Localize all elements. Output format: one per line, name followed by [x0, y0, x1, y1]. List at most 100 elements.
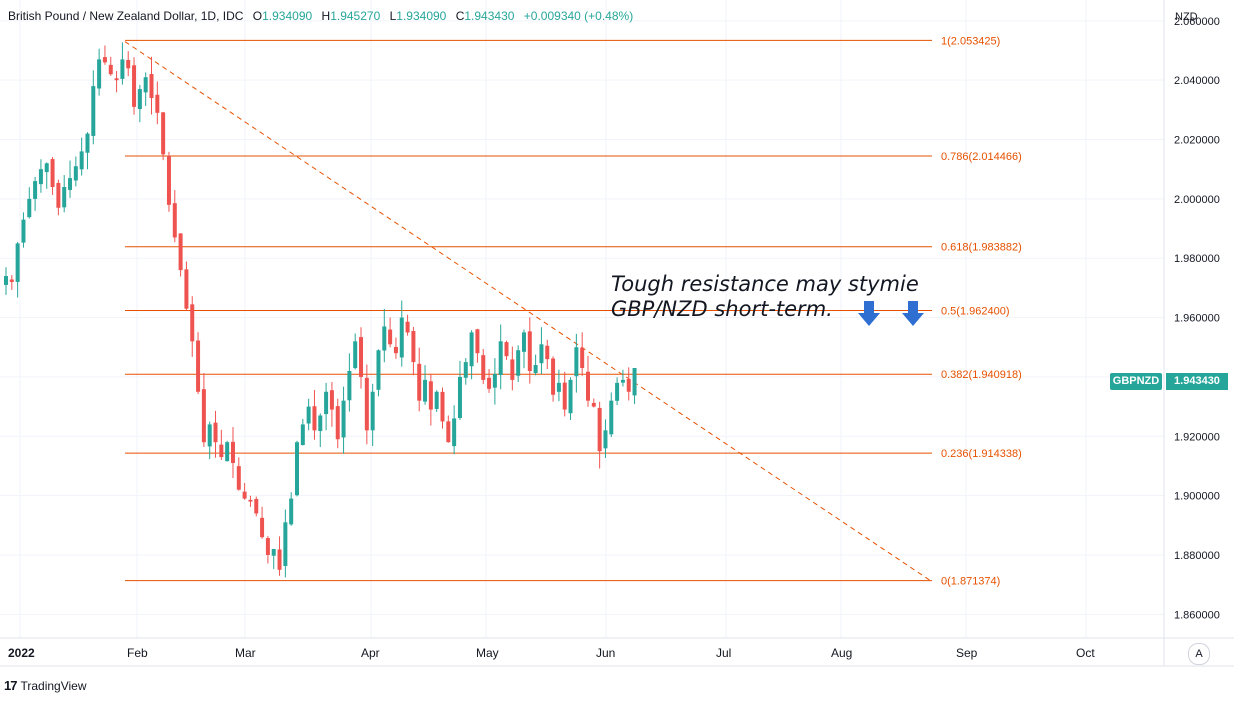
- arrow-down-icon: [902, 301, 924, 326]
- candle-body: [586, 371, 590, 401]
- candle-body: [56, 182, 61, 208]
- candle-body: [289, 498, 294, 525]
- candle-body: [452, 418, 457, 447]
- y-tick-label: 1.980000: [1174, 253, 1220, 265]
- x-tick-label: Mar: [235, 646, 256, 660]
- candle-body: [370, 391, 375, 431]
- fib-level-label: 0.236(1.914338): [941, 448, 1022, 460]
- candle-body: [9, 279, 14, 282]
- candle-body: [341, 400, 346, 438]
- candle-body: [312, 406, 317, 431]
- candle-body: [446, 421, 451, 443]
- candle-body: [562, 382, 567, 410]
- candle-body: [4, 276, 8, 285]
- candle-body: [38, 169, 43, 185]
- auto-scale-button[interactable]: A: [1188, 643, 1210, 665]
- x-tick-label: Jul: [716, 646, 731, 660]
- candle-body: [306, 406, 311, 424]
- candle-body: [318, 415, 323, 432]
- y-tick-label: 2.040000: [1174, 75, 1220, 87]
- candle-body: [120, 59, 125, 79]
- candle-body: [417, 363, 422, 401]
- candle-body: [143, 77, 148, 93]
- candle-body: [510, 359, 515, 380]
- fibonacci-retracement[interactable]: 1(2.053425) 0.786(2.014466) 0.618(1.983882…: [125, 35, 1022, 588]
- symbol-header: British Pound / New Zealand Dollar, 1D, …: [8, 9, 634, 23]
- candle-body: [79, 151, 84, 170]
- candle-body: [457, 376, 462, 418]
- candle-body: [347, 370, 352, 401]
- candle-body: [364, 377, 369, 431]
- chart-grid: [0, 0, 1164, 638]
- candle-body: [166, 155, 171, 205]
- fib-level-label: 0.786(2.014466): [941, 151, 1022, 163]
- high-value: 1.945270: [330, 9, 381, 23]
- candle-body: [521, 332, 526, 352]
- candle-body: [283, 522, 288, 566]
- candle-body: [114, 78, 119, 81]
- candle-body: [201, 389, 206, 443]
- candle-body: [626, 379, 631, 392]
- candle-body: [68, 178, 73, 190]
- candle-body: [155, 94, 160, 113]
- candle-body: [178, 233, 183, 271]
- close-value: 1.943430: [464, 9, 515, 23]
- y-tick-label: 1.860000: [1174, 609, 1220, 621]
- y-tick-label: 1.900000: [1174, 491, 1220, 503]
- candle-body: [533, 365, 538, 373]
- candle-body: [97, 59, 102, 89]
- resistance-arrows: [858, 301, 924, 326]
- candle-body: [475, 329, 480, 354]
- candle-body: [428, 381, 433, 410]
- y-tick-label: 2.060000: [1174, 16, 1220, 28]
- fib-level-label: 0.382(1.940918): [941, 369, 1022, 381]
- candle-body: [481, 355, 486, 380]
- x-tick-label: Feb: [127, 646, 148, 660]
- y-tick-label: 2.000000: [1174, 194, 1220, 206]
- candle-body: [597, 407, 602, 452]
- candle-body: [469, 332, 474, 367]
- candle-body: [620, 379, 625, 383]
- candle-body: [230, 441, 235, 463]
- candle-body: [172, 203, 177, 238]
- chart-annotation[interactable]: Tough resistance may stymie GBP/NZD shor…: [611, 272, 919, 321]
- candlestick-series: [4, 42, 637, 578]
- candle-body: [73, 166, 78, 181]
- candle-body: [353, 341, 358, 369]
- candle-body: [219, 444, 224, 458]
- x-tick-label: Aug: [831, 646, 852, 660]
- candle-body: [324, 391, 329, 415]
- candle-body: [527, 331, 532, 371]
- candle-body: [254, 498, 259, 514]
- candle-body: [551, 358, 556, 395]
- tradingview-branding[interactable]: 17 TradingView: [4, 678, 87, 693]
- candle-body: [539, 344, 544, 364]
- candle-body: [423, 379, 428, 402]
- candle-body: [91, 86, 96, 136]
- candle-body: [376, 350, 381, 390]
- candle-body: [21, 219, 26, 243]
- candle-body: [615, 382, 620, 401]
- candle-body: [137, 89, 142, 109]
- candle-body: [568, 379, 573, 414]
- candle-body: [149, 74, 154, 98]
- x-tick-label: 2022: [8, 646, 35, 660]
- fib-level-label: 1(2.053425): [941, 35, 1000, 47]
- arrow-down-icon: [858, 301, 880, 326]
- candle-body: [126, 59, 131, 69]
- candle-body: [463, 362, 468, 378]
- tradingview-logo-icon: 17: [4, 678, 18, 693]
- candle-body: [359, 337, 364, 377]
- candle-body: [207, 424, 212, 447]
- candle-body: [190, 304, 195, 342]
- candle-body: [248, 499, 253, 502]
- candle-body: [85, 133, 90, 153]
- candle-body: [300, 424, 305, 446]
- y-tick-label: 1.880000: [1174, 550, 1220, 562]
- candle-body: [15, 243, 20, 282]
- candle-body: [393, 346, 398, 354]
- candle-body: [632, 368, 637, 396]
- candle-body: [50, 159, 55, 188]
